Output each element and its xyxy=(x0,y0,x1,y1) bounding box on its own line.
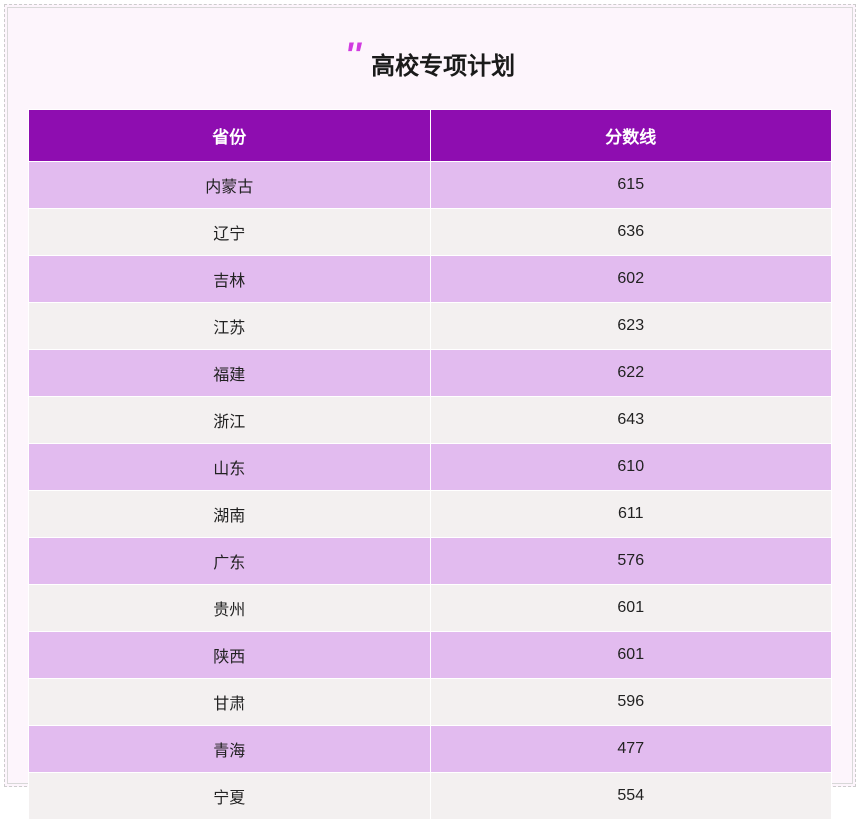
table-row: 内蒙古 615 xyxy=(29,162,832,209)
col-header-province: 省份 xyxy=(29,110,431,162)
cell-province: 浙江 xyxy=(29,397,431,444)
cell-score: 601 xyxy=(430,632,832,679)
table-container: 省份 分数线 内蒙古 615 辽宁 636 吉林 602 xyxy=(8,109,852,840)
score-table: 省份 分数线 内蒙古 615 辽宁 636 吉林 602 xyxy=(28,109,832,820)
cell-province: 吉林 xyxy=(29,256,431,303)
cell-province: 贵州 xyxy=(29,585,431,632)
cell-score: 596 xyxy=(430,679,832,726)
table-row: 浙江 643 xyxy=(29,397,832,444)
table-row: 宁夏 554 xyxy=(29,773,832,820)
cell-province: 湖南 xyxy=(29,491,431,538)
table-row: 江苏 623 xyxy=(29,303,832,350)
cell-score: 601 xyxy=(430,585,832,632)
outer-frame: '' 高校专项计划 省份 分数线 内蒙古 615 xyxy=(4,4,856,787)
cell-province: 福建 xyxy=(29,350,431,397)
cell-score: 643 xyxy=(430,397,832,444)
cell-score: 623 xyxy=(430,303,832,350)
table-row: 陕西 601 xyxy=(29,632,832,679)
title-section: '' 高校专项计划 xyxy=(8,8,852,109)
cell-province: 青海 xyxy=(29,726,431,773)
cell-score: 615 xyxy=(430,162,832,209)
cell-province: 宁夏 xyxy=(29,773,431,820)
page-title: 高校专项计划 xyxy=(371,40,515,81)
cell-province: 甘肃 xyxy=(29,679,431,726)
table-row: 辽宁 636 xyxy=(29,209,832,256)
cell-province: 内蒙古 xyxy=(29,162,431,209)
cell-score: 611 xyxy=(430,491,832,538)
title-inner: '' 高校专项计划 xyxy=(345,40,515,81)
table-row: 广东 576 xyxy=(29,538,832,585)
table-row: 青海 477 xyxy=(29,726,832,773)
col-header-score: 分数线 xyxy=(430,110,832,162)
table-header-row: 省份 分数线 xyxy=(29,110,832,162)
title-quote-icon: '' xyxy=(345,38,361,72)
cell-score: 576 xyxy=(430,538,832,585)
table-row: 山东 610 xyxy=(29,444,832,491)
cell-province: 辽宁 xyxy=(29,209,431,256)
cell-score: 554 xyxy=(430,773,832,820)
cell-province: 陕西 xyxy=(29,632,431,679)
cell-score: 610 xyxy=(430,444,832,491)
table-row: 湖南 611 xyxy=(29,491,832,538)
cell-province: 山东 xyxy=(29,444,431,491)
cell-province: 广东 xyxy=(29,538,431,585)
cell-score: 602 xyxy=(430,256,832,303)
table-row: 福建 622 xyxy=(29,350,832,397)
table-row: 甘肃 596 xyxy=(29,679,832,726)
inner-frame: '' 高校专项计划 省份 分数线 内蒙古 615 xyxy=(7,7,853,784)
table-row: 贵州 601 xyxy=(29,585,832,632)
cell-score: 636 xyxy=(430,209,832,256)
cell-score: 477 xyxy=(430,726,832,773)
table-row: 吉林 602 xyxy=(29,256,832,303)
cell-score: 622 xyxy=(430,350,832,397)
cell-province: 江苏 xyxy=(29,303,431,350)
